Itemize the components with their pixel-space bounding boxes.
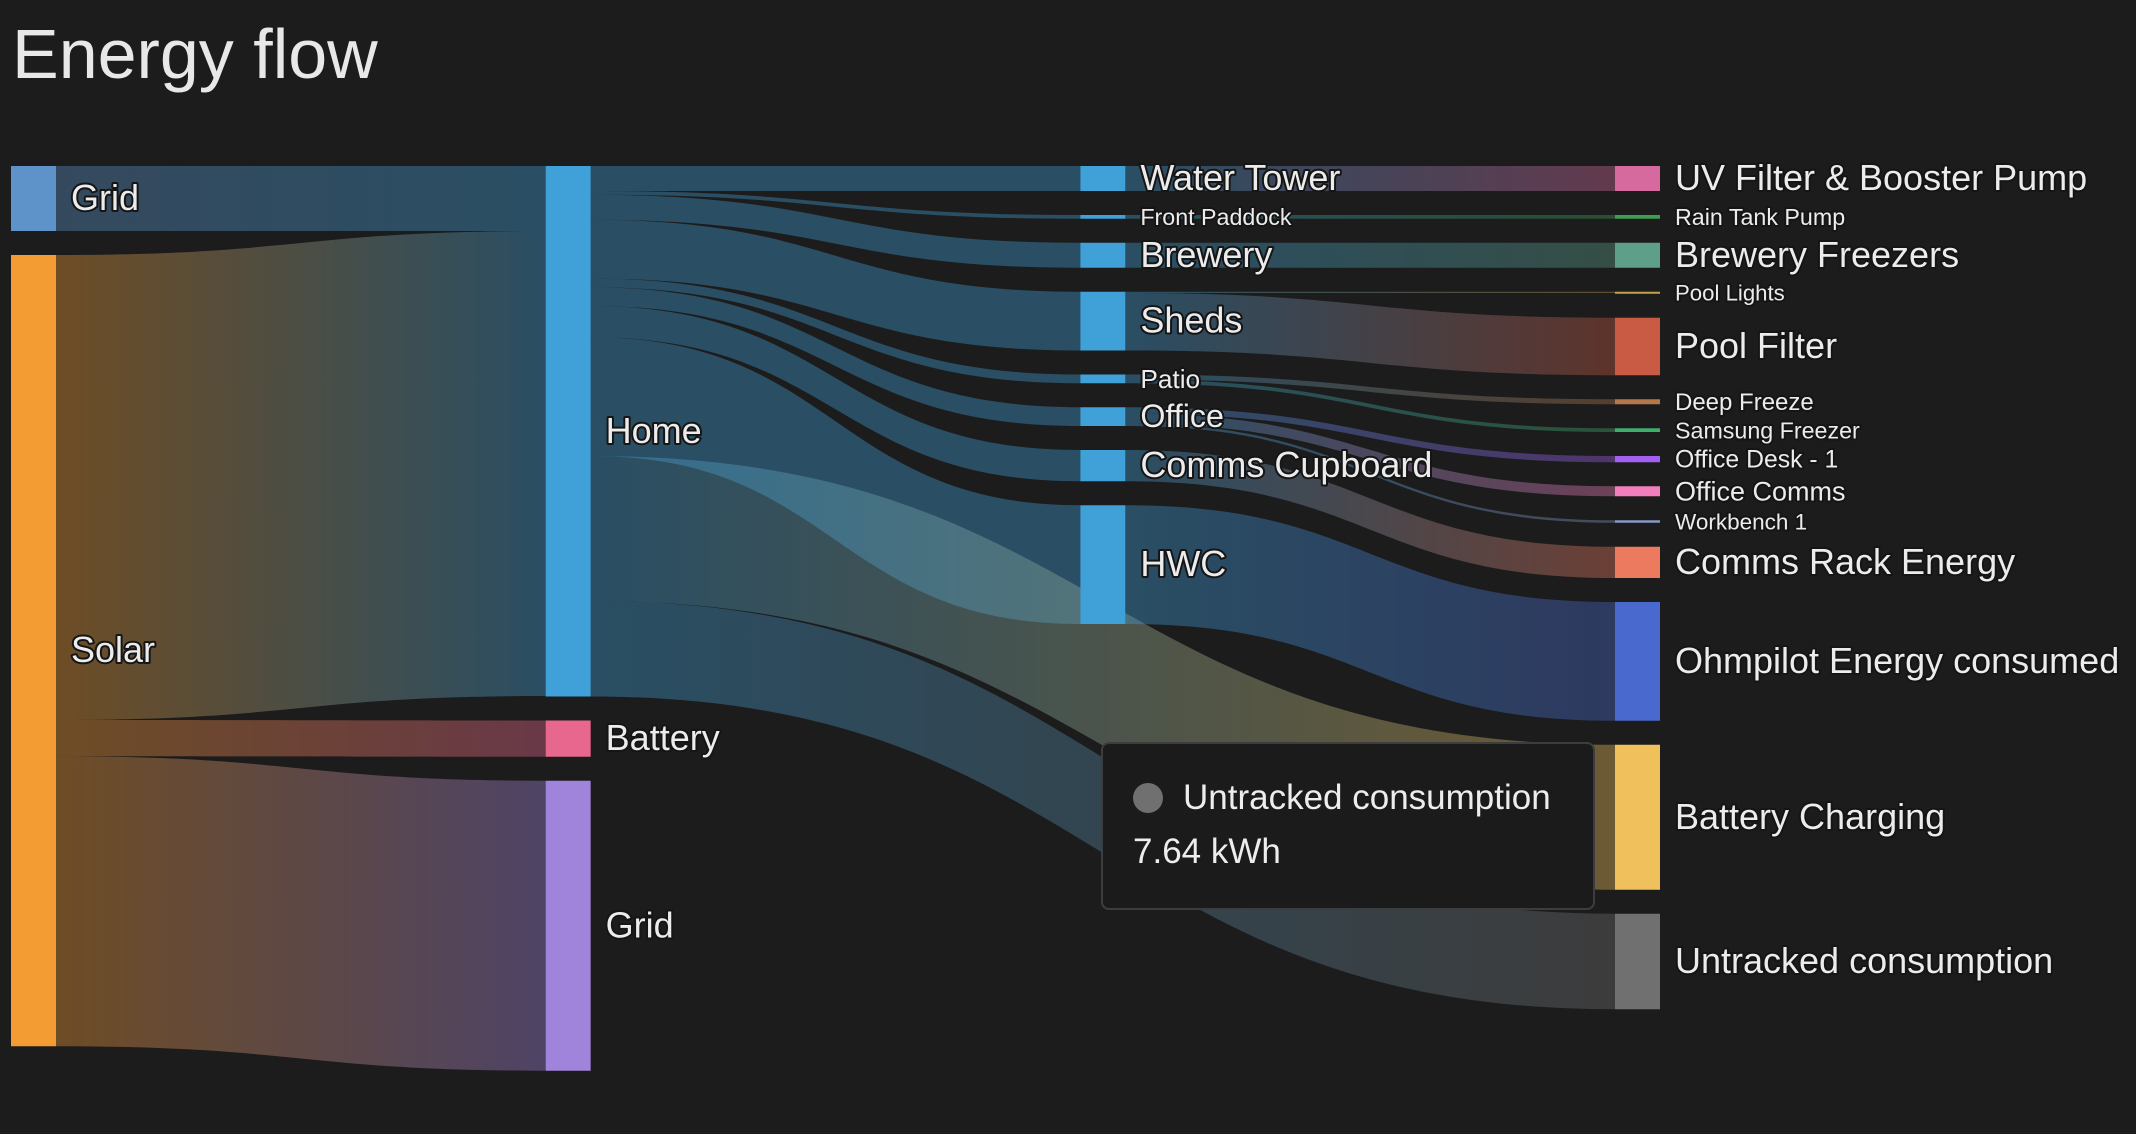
node-label: Comms Rack Energy	[1675, 541, 2015, 582]
link	[590, 287, 1081, 426]
node	[1615, 546, 1660, 578]
node	[11, 255, 56, 1047]
node	[1615, 317, 1660, 376]
page-title: Energy flow	[12, 15, 378, 93]
node	[1080, 505, 1126, 624]
node-label: Pool Filter	[1675, 325, 1837, 366]
links	[56, 166, 1615, 1071]
link	[1125, 166, 1615, 191]
node	[1615, 456, 1660, 463]
node-label: Battery	[606, 717, 720, 758]
tooltip-dot	[1133, 783, 1163, 813]
node	[1080, 374, 1126, 384]
link	[1125, 450, 1615, 578]
link	[1125, 293, 1615, 376]
node	[1080, 242, 1126, 268]
node-label: Grid	[71, 177, 139, 218]
tooltip-name: Untracked consumption	[1183, 778, 1551, 817]
node	[1615, 520, 1660, 523]
node	[1615, 399, 1660, 405]
node-label: Home	[606, 410, 702, 451]
node	[1615, 242, 1660, 268]
node-label: Untracked consumption	[1675, 940, 2053, 981]
node-label: Sheds	[1140, 300, 1242, 341]
tooltip-value: 7.64 kWh	[1133, 832, 1281, 871]
link	[590, 191, 1081, 219]
node-label: HWC	[1140, 543, 1226, 584]
node	[545, 166, 591, 697]
link	[590, 166, 1081, 191]
link	[590, 306, 1081, 482]
node	[545, 720, 591, 757]
link	[56, 166, 546, 231]
node-label: UV Filter & Booster Pump	[1675, 157, 2087, 198]
link	[56, 720, 546, 757]
node-label: Office Comms	[1675, 476, 1846, 506]
node-label: Office	[1140, 398, 1224, 434]
node	[1615, 215, 1660, 219]
link	[56, 231, 546, 720]
node-label: Pool Lights	[1675, 281, 1785, 306]
node-label: Samsung Freezer	[1675, 417, 1860, 443]
node	[1080, 166, 1126, 191]
node-label: Water Tower	[1140, 157, 1340, 198]
link	[590, 194, 1081, 268]
tooltip: Untracked consumption 7.64 kWh	[1101, 742, 1595, 910]
node-label: Front Paddock	[1140, 204, 1292, 230]
link	[1125, 374, 1615, 405]
node-label: Brewery	[1140, 234, 1272, 275]
link	[590, 278, 1081, 384]
tooltip-row: Untracked consumption	[1133, 778, 1563, 818]
link	[1125, 379, 1615, 432]
link	[590, 219, 1081, 351]
node-label: Workbench 1	[1675, 509, 1807, 534]
node-label: Comms Cupboard	[1140, 444, 1432, 485]
node	[1080, 450, 1126, 482]
link	[56, 756, 546, 1071]
node-label: Ohmpilot Energy consumed	[1675, 640, 2119, 681]
node	[1080, 407, 1126, 426]
node-label: Deep Freeze	[1675, 389, 1814, 416]
link	[1125, 215, 1615, 219]
link	[1125, 505, 1615, 721]
node-label: Patio	[1140, 364, 1200, 394]
node	[11, 166, 56, 231]
link	[1125, 242, 1615, 268]
node	[1615, 602, 1660, 721]
link	[1125, 291, 1615, 293]
node	[1615, 166, 1660, 191]
link	[1125, 423, 1615, 523]
node	[1615, 913, 1660, 1010]
node	[1080, 215, 1126, 219]
node-label: Grid	[606, 904, 674, 945]
link	[1125, 407, 1615, 463]
node	[545, 780, 591, 1071]
node-label: Solar	[71, 629, 155, 670]
node	[1615, 744, 1660, 890]
node-label: Battery Charging	[1675, 796, 1945, 837]
node-label: Office Desk - 1	[1675, 447, 1838, 474]
node-label: Rain Tank Pump	[1675, 204, 1845, 230]
link	[1125, 413, 1615, 497]
node	[1615, 428, 1660, 432]
node	[1615, 291, 1660, 294]
node	[1615, 486, 1660, 497]
node-label: Brewery Freezers	[1675, 234, 1959, 275]
node	[1080, 291, 1126, 351]
